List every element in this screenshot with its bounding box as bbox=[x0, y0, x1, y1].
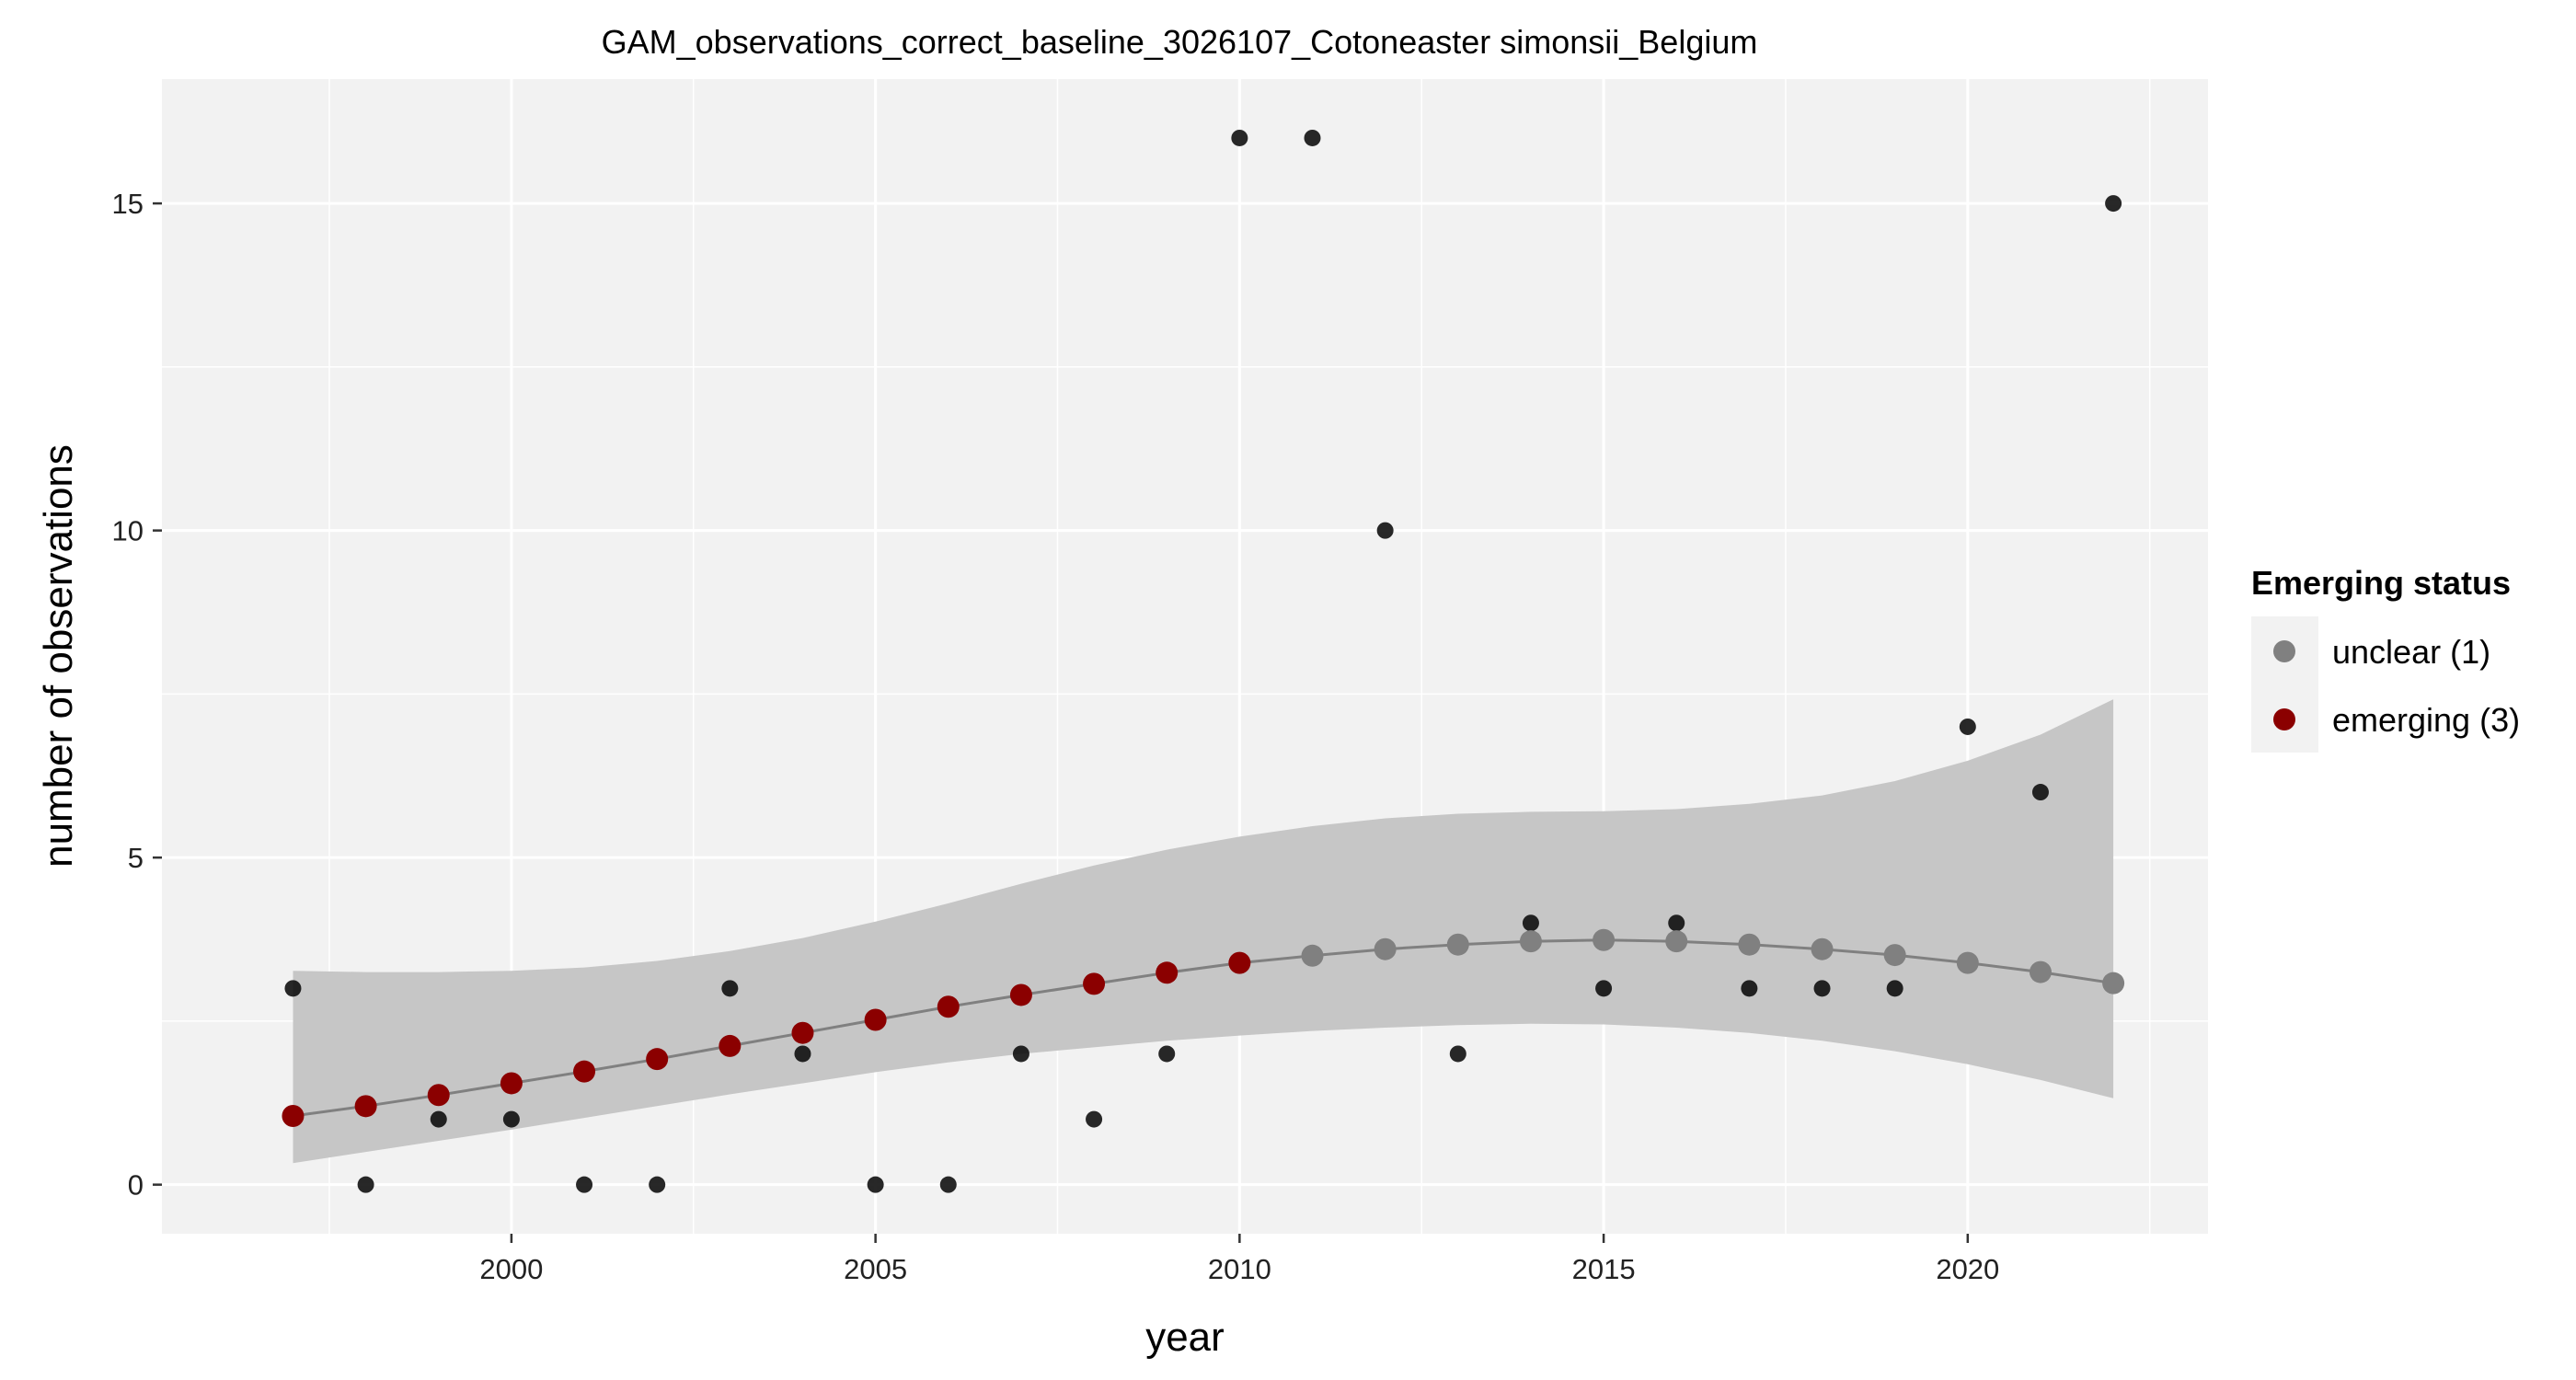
x-axis-title: year bbox=[1145, 1315, 1225, 1360]
observed-point bbox=[357, 1176, 374, 1193]
x-tick-label: 2010 bbox=[1208, 1253, 1271, 1285]
fitted-point bbox=[1738, 933, 1761, 956]
observed-point bbox=[1304, 129, 1321, 146]
fitted-point bbox=[791, 1021, 814, 1044]
chart-title: GAM_observations_correct_baseline_302610… bbox=[602, 23, 1758, 61]
fitted-points bbox=[282, 928, 2125, 1128]
fitted-point bbox=[864, 1008, 887, 1031]
observed-point bbox=[794, 1045, 811, 1063]
fitted-point bbox=[1883, 944, 1906, 967]
y-axis-title: number of observations bbox=[36, 444, 81, 868]
fitted-point bbox=[1811, 937, 1834, 960]
observed-points bbox=[284, 129, 2122, 1193]
fitted-point bbox=[573, 1060, 596, 1083]
x-tick-label: 2005 bbox=[844, 1253, 907, 1285]
fitted-point bbox=[2029, 960, 2052, 983]
y-tick-label: 15 bbox=[112, 188, 144, 220]
observed-point bbox=[1595, 980, 1613, 997]
observed-point bbox=[721, 980, 739, 997]
fitted-point bbox=[646, 1048, 669, 1071]
legend-key-unclear bbox=[2273, 640, 2295, 662]
fitted-point bbox=[500, 1072, 523, 1095]
x-axis: 2000 2005 2010 2015 2020 bbox=[479, 1234, 1999, 1285]
observed-point bbox=[939, 1176, 957, 1193]
observed-point bbox=[649, 1176, 666, 1193]
fitted-point bbox=[719, 1034, 742, 1057]
fitted-point bbox=[1956, 951, 1979, 974]
fitted-point bbox=[1665, 930, 1688, 953]
observed-point bbox=[1231, 129, 1248, 146]
fitted-point bbox=[427, 1084, 450, 1107]
x-tick-label: 2015 bbox=[1572, 1253, 1636, 1285]
legend-key-emerging bbox=[2273, 708, 2295, 730]
fitted-point bbox=[1446, 933, 1469, 956]
legend-label-emerging: emerging (3) bbox=[2332, 701, 2520, 739]
observed-point bbox=[1668, 914, 1685, 932]
observed-point bbox=[430, 1110, 447, 1128]
fitted-point bbox=[1593, 928, 1616, 951]
observed-point bbox=[867, 1176, 884, 1193]
x-tick-label: 2020 bbox=[1936, 1253, 1999, 1285]
fitted-point bbox=[1009, 983, 1032, 1006]
fitted-point bbox=[937, 995, 960, 1018]
fitted-point bbox=[1083, 972, 1106, 995]
fitted-point bbox=[354, 1095, 377, 1118]
fitted-point bbox=[1156, 961, 1179, 984]
observed-point bbox=[1813, 980, 1831, 997]
observed-point bbox=[502, 1110, 520, 1128]
y-tick-label: 10 bbox=[112, 515, 144, 547]
observed-point bbox=[1086, 1110, 1103, 1128]
y-tick-label: 5 bbox=[128, 842, 144, 874]
observed-point bbox=[1886, 980, 1903, 997]
fitted-point bbox=[2102, 972, 2125, 995]
legend: Emerging status unclear (1) emerging (3) bbox=[2251, 564, 2520, 753]
observed-point bbox=[1522, 914, 1539, 932]
observed-point bbox=[576, 1176, 593, 1193]
y-axis: 0 5 10 15 bbox=[112, 188, 162, 1202]
fitted-point bbox=[1301, 944, 1324, 967]
observed-point bbox=[1012, 1045, 1029, 1063]
fitted-point bbox=[282, 1105, 305, 1128]
confidence-ribbon bbox=[293, 699, 2114, 1164]
observed-point bbox=[1449, 1045, 1466, 1063]
observed-point bbox=[2105, 195, 2122, 213]
observed-point bbox=[1959, 718, 1976, 735]
gam-fit-line bbox=[293, 938, 2114, 1118]
observed-point bbox=[1158, 1045, 1176, 1063]
observed-point bbox=[1741, 980, 1758, 997]
legend-label-unclear: unclear (1) bbox=[2332, 633, 2490, 671]
observed-point bbox=[284, 980, 302, 997]
fitted-point bbox=[1228, 951, 1251, 974]
fitted-point bbox=[1519, 930, 1542, 953]
fitted-point bbox=[1374, 937, 1397, 960]
observed-point bbox=[1376, 522, 1394, 539]
legend-title: Emerging status bbox=[2251, 564, 2511, 602]
observed-point bbox=[2031, 784, 2049, 801]
legend-key-background bbox=[2251, 616, 2318, 753]
x-tick-label: 2000 bbox=[479, 1253, 543, 1285]
y-tick-label: 0 bbox=[128, 1169, 144, 1202]
